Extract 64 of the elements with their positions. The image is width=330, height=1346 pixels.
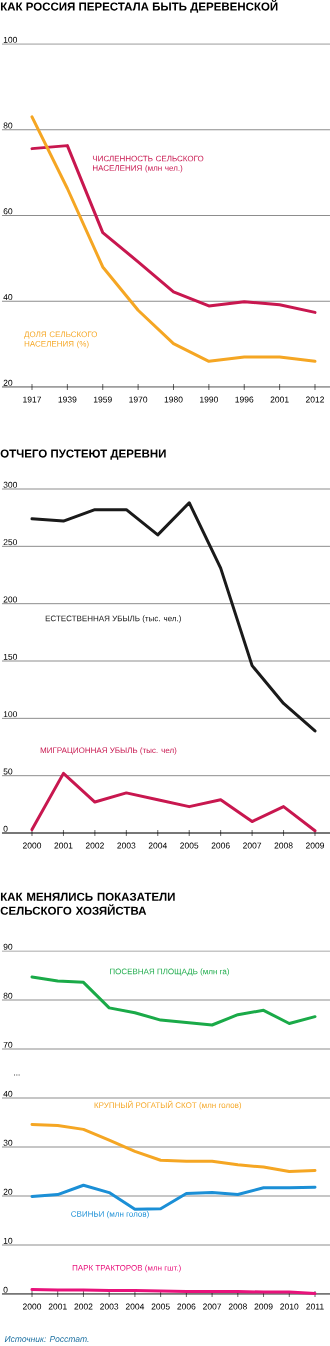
x-tick-label: 2009 (254, 1303, 273, 1310)
x-tick-label: 2000 (22, 842, 42, 849)
y-tick-label: 80 (3, 992, 13, 999)
y-tick-label: 80 (3, 122, 13, 129)
x-tick-label: 2005 (180, 842, 199, 849)
x-tick-label: 2011 (306, 1303, 324, 1310)
y-tick-label: 100 (3, 711, 18, 718)
x-tick-label: 1939 (58, 396, 77, 403)
x-tick-label: 2002 (74, 1303, 93, 1310)
text: ДОЛЯ СЕЛЬСКОГО НАСЕЛЕНИЯ (%) (24, 331, 98, 349)
text: МИГРАЦИОННАЯ УБЫЛЬ (тыс. чел) (40, 747, 177, 755)
x-tick-label: 2005 (151, 1303, 170, 1310)
x-tick-label: 2006 (211, 842, 230, 849)
x-tick-label: 2008 (274, 842, 293, 849)
x-tick-label: 1917 (23, 396, 42, 403)
x-tick-label: 1959 (93, 396, 112, 403)
x-tick-label: 2007 (243, 842, 262, 849)
text: Источник: Росстат. (4, 1336, 89, 1342)
chart-title: ОТЧЕГО ПУСТЕЮТ ДЕРЕВНИ (0, 449, 166, 460)
y-tick-label: 40 (3, 294, 13, 301)
y-tick-label: 20 (3, 1188, 13, 1195)
x-tick-label: 1990 (200, 396, 218, 403)
series-label: СВИНЬИ (млн голов) (71, 1210, 149, 1219)
y-tick-label: 40 (3, 1090, 13, 1097)
x-tick-label: 2002 (85, 842, 104, 849)
x-tick-label: 2008 (228, 1303, 247, 1310)
x-tick-label: 2010 (280, 1303, 299, 1310)
text: ПАРК ТРАКТОРОВ (млн гшт.) (72, 1264, 181, 1273)
text: ПОСЕВНАЯ ПЛОЩАДЬ (млн га) (110, 968, 229, 976)
text: ЕСТЕСТВЕННАЯ УБЫЛЬ (тыс. чел.) (45, 615, 181, 623)
x-tick-label: 2006 (177, 1303, 196, 1310)
x-tick-label: 2004 (148, 842, 167, 849)
chart-title: КАК МЕНЯЛИСЬ ПОКАЗАТЕЛИ СЕЛЬСКОГО ХОЗЯЙСТВА (0, 892, 175, 915)
y-tick-label: 150 (3, 653, 18, 660)
y-tick-label: 60 (3, 208, 13, 215)
y-tick-label: 0 (3, 825, 8, 832)
x-tick-label: 2003 (100, 1303, 119, 1310)
chart-title: КАК РОССИЯ ПЕРЕСТАЛА БЫТЬ ДЕРЕВЕНСКОЙ (0, 0, 278, 13)
y-tick-label: 70 (3, 1041, 13, 1048)
y-tick-label: 250 (3, 539, 18, 546)
series-label: ЧИСЛЕННОСТЬ СЕЛЬСКОГО НАСЕЛЕНИЯ (млн чел.) (92, 155, 204, 173)
y-tick-label: 90 (3, 943, 13, 950)
x-tick-label: 1980 (164, 396, 183, 403)
x-tick-label: 2001 (54, 842, 73, 849)
y-tick-label: 20 (3, 379, 13, 386)
text: КРУПНЫЙ РОГАТЫЙ СКОТ (млн голов) (94, 1100, 242, 1110)
x-tick-label: 1996 (235, 396, 254, 403)
x-tick-label: 2000 (22, 1303, 42, 1310)
x-tick-label: 2001 (48, 1303, 67, 1310)
y-tick-label: 0 (3, 1286, 8, 1293)
y-tick-label: 10 (3, 1237, 13, 1244)
x-tick-label: 1970 (129, 396, 148, 403)
x-tick-label: 2004 (125, 1303, 145, 1310)
y-tick-label: 100 (3, 36, 18, 43)
text: ... (14, 1074, 20, 1076)
y-tick-label: 30 (3, 1139, 13, 1146)
x-tick-label: 2003 (117, 842, 136, 849)
x-tick-label: 2009 (305, 842, 325, 849)
x-tick-label: 2012 (305, 396, 325, 403)
x-tick-label: 2001 (270, 396, 289, 403)
y-tick-label: 300 (3, 481, 18, 488)
y-tick-label: 50 (3, 768, 13, 775)
x-tick-label: 2007 (203, 1303, 222, 1310)
y-tick-label: 200 (3, 596, 18, 603)
